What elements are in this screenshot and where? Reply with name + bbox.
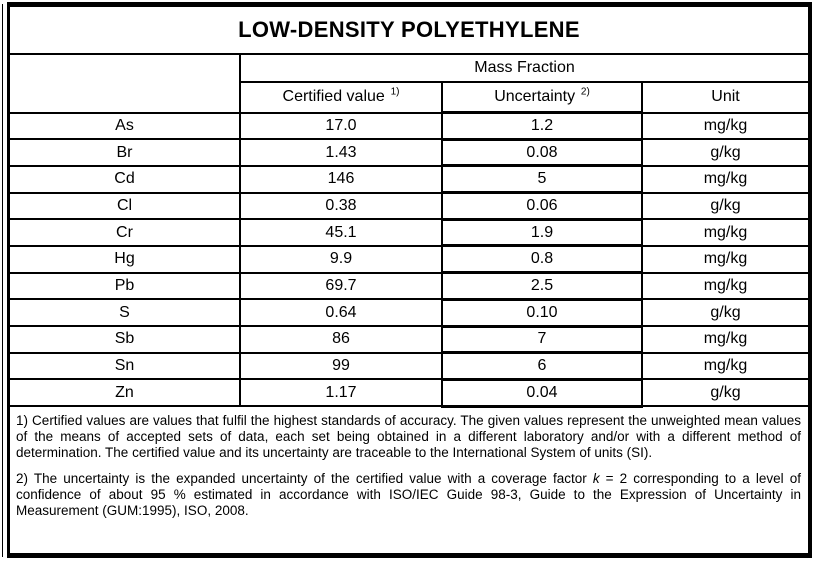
coverage-factor-k: k — [592, 470, 600, 486]
unit-cell: g/kg — [641, 378, 808, 408]
page-title: LOW-DENSITY POLYETHYLENE — [10, 7, 808, 55]
unit-cell: mg/kg — [641, 111, 808, 141]
table-row-pb: Pb 69.7 2.5 mg/kg — [10, 271, 808, 301]
unit-cell: mg/kg — [641, 325, 808, 354]
element-symbol: Cd — [10, 164, 241, 194]
group-header-mass-fraction: Mass Fraction — [239, 55, 808, 83]
column-header-certified-value: Certified value 1) — [240, 81, 443, 114]
footnote-2-text-after: = 2 corresponding to a level of confiden… — [16, 470, 802, 519]
page-edge-rule — [2, 4, 3, 557]
certified-value-cell: 146 — [239, 164, 443, 194]
table-row-cr: Cr 45.1 1.9 mg/kg — [10, 217, 808, 248]
column-header-uncertainty: Uncertainty 2) — [441, 81, 643, 114]
certified-value-cell: 69.7 — [239, 271, 443, 301]
certified-value-cell: 1.43 — [239, 138, 443, 167]
table-row-sb: Sb 86 7 mg/kg — [10, 324, 808, 355]
uncertainty-cell: 1.2 — [441, 111, 643, 141]
element-symbol: S — [10, 298, 241, 327]
certified-values-table: Mass Fraction Certified value 1) Uncerta… — [10, 55, 808, 408]
unit-cell: mg/kg — [641, 244, 808, 274]
table-row-br: Br 1.43 0.08 g/kg — [10, 137, 808, 168]
table-row-zn: Zn 1.17 0.04 g/kg — [10, 377, 808, 408]
certified-value-cell: 1.17 — [239, 378, 443, 408]
unit-cell: mg/kg — [641, 271, 808, 301]
unit-cell: mg/kg — [641, 351, 808, 381]
element-symbol: Pb — [10, 271, 241, 301]
certified-value-cell: 99 — [239, 351, 443, 381]
uncertainty-cell: 0.08 — [441, 137, 643, 168]
element-symbol: Cr — [10, 218, 241, 247]
certified-value-label: Certified value — [282, 88, 385, 106]
certified-value-cell: 86 — [239, 325, 443, 354]
uncertainty-cell: 2.5 — [441, 271, 643, 301]
unit-cell: mg/kg — [641, 164, 808, 194]
element-symbol: Zn — [10, 378, 241, 408]
element-column-corner-cell — [10, 55, 241, 114]
uncertainty-label: Uncertainty — [494, 88, 576, 105]
group-header-row: Mass Fraction — [10, 55, 808, 114]
uncertainty-cell: 0.04 — [441, 377, 643, 408]
footnote-2-text-before: 2) The uncertainty is the expanded uncer… — [16, 470, 593, 486]
certified-value-cell: 45.1 — [239, 218, 443, 247]
unit-cell: g/kg — [641, 138, 808, 167]
uncertainty-cell: 6 — [441, 351, 643, 381]
table-row-as: As 17.0 1.2 mg/kg — [10, 111, 808, 141]
table-row-cl: Cl 0.38 0.06 g/kg — [10, 191, 808, 221]
element-symbol: Sn — [10, 351, 241, 381]
element-symbol: Cl — [10, 191, 241, 221]
certified-value-cell: 9.9 — [239, 244, 443, 274]
table-row-cd: Cd 146 5 mg/kg — [10, 164, 808, 195]
element-symbol: As — [10, 111, 241, 141]
unit-cell: mg/kg — [641, 218, 808, 247]
footnotes-section: 1) Certified values are values that fulf… — [10, 408, 808, 520]
table-row-hg: Hg 9.9 0.8 mg/kg — [10, 244, 808, 275]
footnote-1: 1) Certified values are values that fulf… — [16, 412, 801, 461]
element-symbol: Br — [10, 138, 241, 167]
table-row-sn: Sn 99 6 mg/kg — [10, 351, 808, 381]
certified-value-cell: 17.0 — [239, 111, 443, 141]
element-symbol: Sb — [10, 325, 241, 354]
uncertainty-cell: 0.8 — [441, 244, 643, 275]
uncertainty-cell: 0.06 — [441, 191, 643, 221]
footnote-ref-1: 1) — [390, 86, 400, 98]
certified-value-cell: 0.64 — [239, 298, 443, 327]
unit-cell: g/kg — [641, 298, 808, 327]
certified-value-cell: 0.38 — [239, 191, 443, 221]
uncertainty-cell: 5 — [441, 164, 643, 195]
table-row-s: S 0.64 0.10 g/kg — [10, 297, 808, 328]
footnote-2: 2) The uncertainty is the expanded uncer… — [16, 471, 801, 520]
unit-cell: g/kg — [641, 191, 808, 221]
uncertainty-cell: 7 — [441, 324, 643, 355]
uncertainty-cell: 1.9 — [441, 217, 643, 248]
footnote-ref-2: 2) — [580, 86, 590, 98]
certificate-table-frame: LOW-DENSITY POLYETHYLENE Mass Fraction C… — [7, 2, 812, 558]
column-header-unit: Unit — [641, 81, 808, 114]
element-symbol: Hg — [10, 244, 241, 274]
uncertainty-cell: 0.10 — [441, 297, 643, 328]
